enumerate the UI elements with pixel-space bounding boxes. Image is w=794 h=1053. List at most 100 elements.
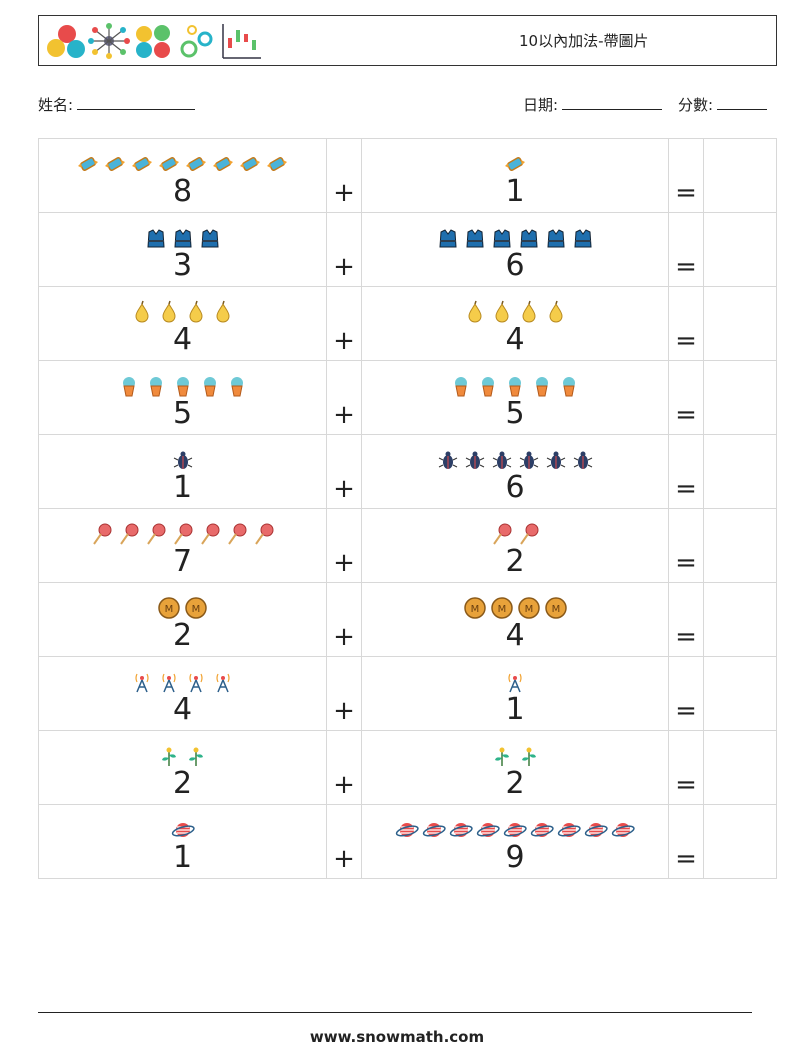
equals-cell: = (668, 656, 704, 731)
addend-b: 1 (505, 174, 525, 209)
answer-cell[interactable] (703, 286, 777, 361)
problem-row: 1 +9 = (38, 804, 777, 879)
addend-b-cell: 2 (361, 730, 669, 805)
ice-cream-icon (230, 377, 243, 397)
addend-b-cell: 6 (361, 212, 669, 287)
addend-a-cell: 4 (38, 286, 327, 361)
addend-a-icons (39, 734, 326, 768)
pear-icon (494, 300, 509, 323)
ice-cream-icon (482, 377, 494, 397)
pear-icon (162, 300, 176, 323)
equals-sign: = (675, 178, 697, 208)
plus-cell: + (326, 360, 362, 435)
coin-icon: M (185, 597, 207, 619)
addend-b: 4 (505, 618, 525, 653)
candy-icon (159, 157, 179, 171)
lollipop-icon (173, 523, 192, 545)
equals-cell: = (668, 360, 704, 435)
equals-sign: = (675, 622, 697, 652)
ice-cream-icon (509, 377, 521, 397)
sprout-icon (494, 747, 509, 766)
answer-cell[interactable] (703, 656, 777, 731)
plus-sign: + (333, 622, 355, 652)
plus-sign: + (333, 474, 355, 504)
candy-icon (132, 157, 152, 171)
addend-b: 6 (505, 248, 525, 283)
coin-icon: M (463, 597, 486, 619)
candy-icon (213, 157, 233, 171)
svg-text:M: M (470, 604, 479, 615)
lollipop-icon (227, 523, 246, 545)
ice-cream-icon (176, 377, 189, 397)
answer-cell[interactable] (703, 804, 777, 879)
addend-b-icons (362, 364, 668, 398)
answer-cell[interactable] (703, 138, 777, 213)
equals-sign: = (675, 252, 697, 282)
planet-icon (557, 823, 581, 837)
plus-sign: + (333, 252, 355, 282)
date-blank[interactable] (562, 95, 663, 110)
pear-icon (548, 300, 563, 323)
lollipop-icon (92, 523, 111, 545)
ice-cream-icon (536, 377, 548, 397)
equals-sign: = (675, 326, 697, 356)
ice-cream-icon (122, 377, 135, 397)
answer-cell[interactable] (703, 360, 777, 435)
answer-cell[interactable] (703, 434, 777, 509)
plus-cell: + (326, 508, 362, 583)
addend-a-icons (39, 512, 326, 546)
addend-a-icons (39, 364, 326, 398)
antenna-icon (508, 673, 522, 693)
lollipop-icon (254, 523, 273, 545)
ice-cream-icon (455, 377, 467, 397)
answer-cell[interactable] (703, 582, 777, 657)
coin-icon: M (490, 597, 513, 619)
antenna-icon (189, 673, 203, 693)
addend-b-icons (362, 142, 668, 176)
plus-cell: + (326, 656, 362, 731)
candy-icon (505, 157, 525, 171)
answer-cell[interactable] (703, 212, 777, 287)
addend-a-cell: 8 (38, 138, 327, 213)
equals-cell: = (668, 212, 704, 287)
problem-row: 7 +2 = (38, 508, 777, 583)
equals-cell: = (668, 730, 704, 805)
equals-cell: = (668, 286, 704, 361)
equals-cell: = (668, 434, 704, 509)
addend-a-cell: 4 (38, 656, 327, 731)
addend-a-icons (39, 660, 326, 694)
lollipop-icon (492, 523, 511, 545)
equals-sign: = (675, 474, 697, 504)
addend-a-cell: 1 (38, 434, 327, 509)
lollipop-icon (519, 523, 538, 545)
candy-icon (78, 157, 98, 171)
problem-table: 8 +1 = 3 +6 = 4 +4 = 5 +5 = 1 +6 = 7 +2 = M M 2 + M M M M 4 = 4 +1 = 2 +… (38, 138, 777, 879)
problem-row: 5 +5 = (38, 360, 777, 435)
equals-cell: = (668, 582, 704, 657)
answer-cell[interactable] (703, 508, 777, 583)
plus-sign: + (333, 696, 355, 726)
svg-text:M: M (551, 604, 560, 615)
addend-b-cell: 2 (361, 508, 669, 583)
date-field: 日期: (523, 94, 663, 115)
name-field: 姓名: (38, 94, 196, 115)
addend-b-cell: 9 (361, 804, 669, 879)
footer-divider (38, 1012, 752, 1013)
addend-b-icons (362, 290, 668, 324)
name-blank[interactable] (77, 95, 196, 110)
sprout-icon (521, 747, 536, 766)
problem-row: 4 +1 = (38, 656, 777, 731)
pear-icon (467, 300, 482, 323)
score-blank[interactable] (717, 95, 768, 110)
addend-b: 6 (505, 470, 525, 505)
header-logo-icons (47, 23, 261, 59)
addend-a: 2 (172, 766, 193, 801)
equals-sign: = (675, 770, 697, 800)
problem-row: 1 +6 = (38, 434, 777, 509)
answer-cell[interactable] (703, 730, 777, 805)
addend-b: 1 (505, 692, 525, 727)
equals-sign: = (675, 400, 697, 430)
plus-sign: + (333, 770, 355, 800)
